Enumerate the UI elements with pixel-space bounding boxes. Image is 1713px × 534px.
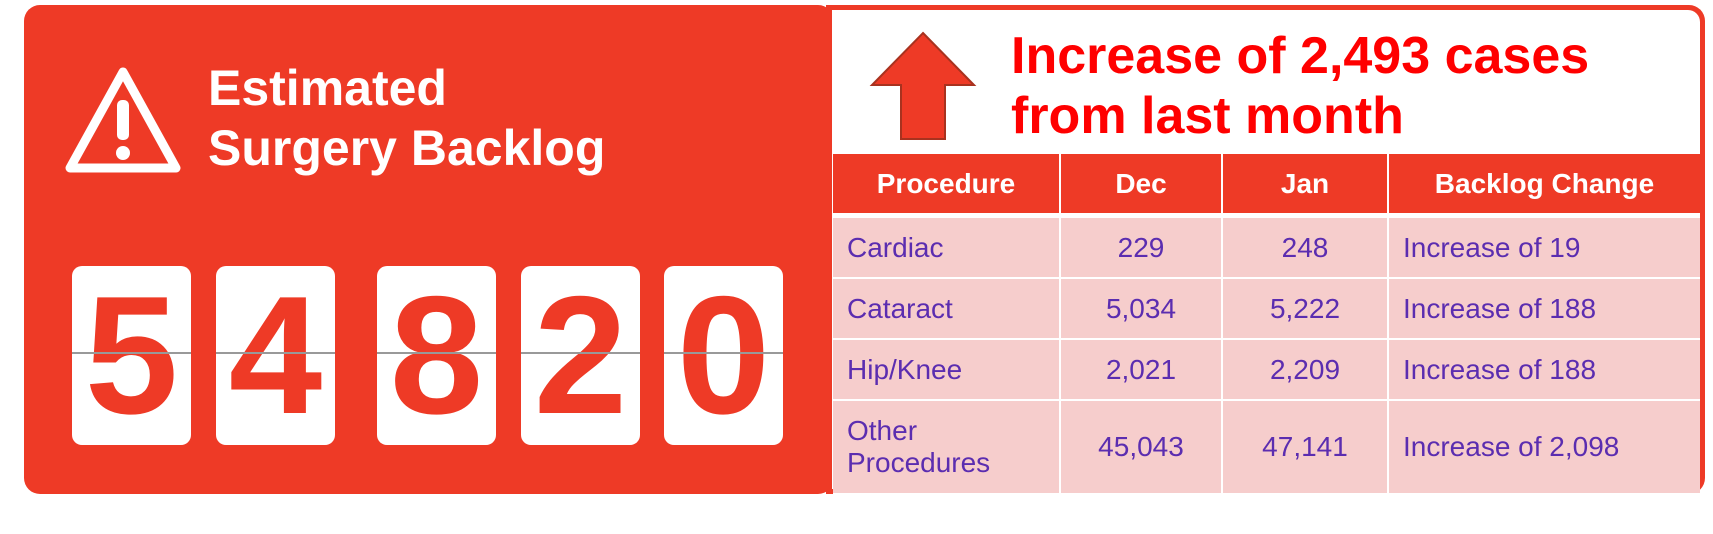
- cell-change: Increase of 19: [1388, 215, 1700, 279]
- change-headline: Increase of 2,493 cases from last month: [1011, 26, 1589, 146]
- panel-title: Estimated Surgery Backlog: [208, 58, 605, 178]
- cell-jan: 2,209: [1222, 339, 1389, 401]
- warning-triangle-icon: [65, 67, 181, 173]
- header-jan: Jan: [1222, 154, 1389, 218]
- cell-dec: 2,021: [1060, 339, 1223, 401]
- cell-dec: 5,034: [1060, 278, 1223, 340]
- digit-card: 2: [521, 266, 640, 445]
- digit: 5: [84, 266, 179, 445]
- headline-line-1: Increase of 2,493 cases: [1011, 27, 1590, 85]
- digit-card: 4: [216, 266, 335, 445]
- table-row: Hip/Knee 2,021 2,209 Increase of 188: [833, 339, 1700, 401]
- digit: 4: [228, 266, 323, 445]
- digit-card: 5: [72, 266, 191, 445]
- table-row: Cardiac 229 248 Increase of 19: [833, 215, 1700, 279]
- cell-change: Increase of 2,098: [1388, 400, 1700, 495]
- cell-dec: 229: [1060, 215, 1223, 279]
- cell-dec: 45,043: [1060, 400, 1223, 495]
- digit: 2: [533, 266, 628, 445]
- cell-jan: 5,222: [1222, 278, 1389, 340]
- header-change: Backlog Change: [1388, 154, 1700, 218]
- cell-jan: 47,141: [1222, 400, 1389, 495]
- header-procedure: Procedure: [833, 154, 1061, 218]
- cell-jan: 248: [1222, 215, 1389, 279]
- title-line-2: Surgery Backlog: [208, 120, 606, 176]
- headline-line-2: from last month: [1011, 87, 1404, 145]
- title-line-1: Estimated: [208, 60, 447, 116]
- cell-change: Increase of 188: [1388, 278, 1700, 340]
- cell-procedure: Cataract: [833, 278, 1061, 340]
- digit-card: 8: [377, 266, 496, 445]
- table-row: Cataract 5,034 5,222 Increase of 188: [833, 278, 1700, 340]
- table-row: Other Procedures 45,043 47,141 Increase …: [833, 400, 1700, 495]
- cell-procedure: Hip/Knee: [833, 339, 1061, 401]
- up-arrow-icon: [869, 31, 977, 140]
- table-header: Procedure Dec Jan Backlog Change: [833, 154, 1700, 218]
- cell-procedure: Cardiac: [833, 215, 1061, 279]
- backlog-table: Procedure Dec Jan Backlog Change Cardiac…: [833, 154, 1700, 495]
- cell-procedure: Other Procedures: [833, 400, 1061, 495]
- header-dec: Dec: [1060, 154, 1223, 218]
- digit: 8: [389, 266, 484, 445]
- digit: 0: [676, 266, 771, 445]
- cell-change: Increase of 188: [1388, 339, 1700, 401]
- digit-card: 0: [664, 266, 783, 445]
